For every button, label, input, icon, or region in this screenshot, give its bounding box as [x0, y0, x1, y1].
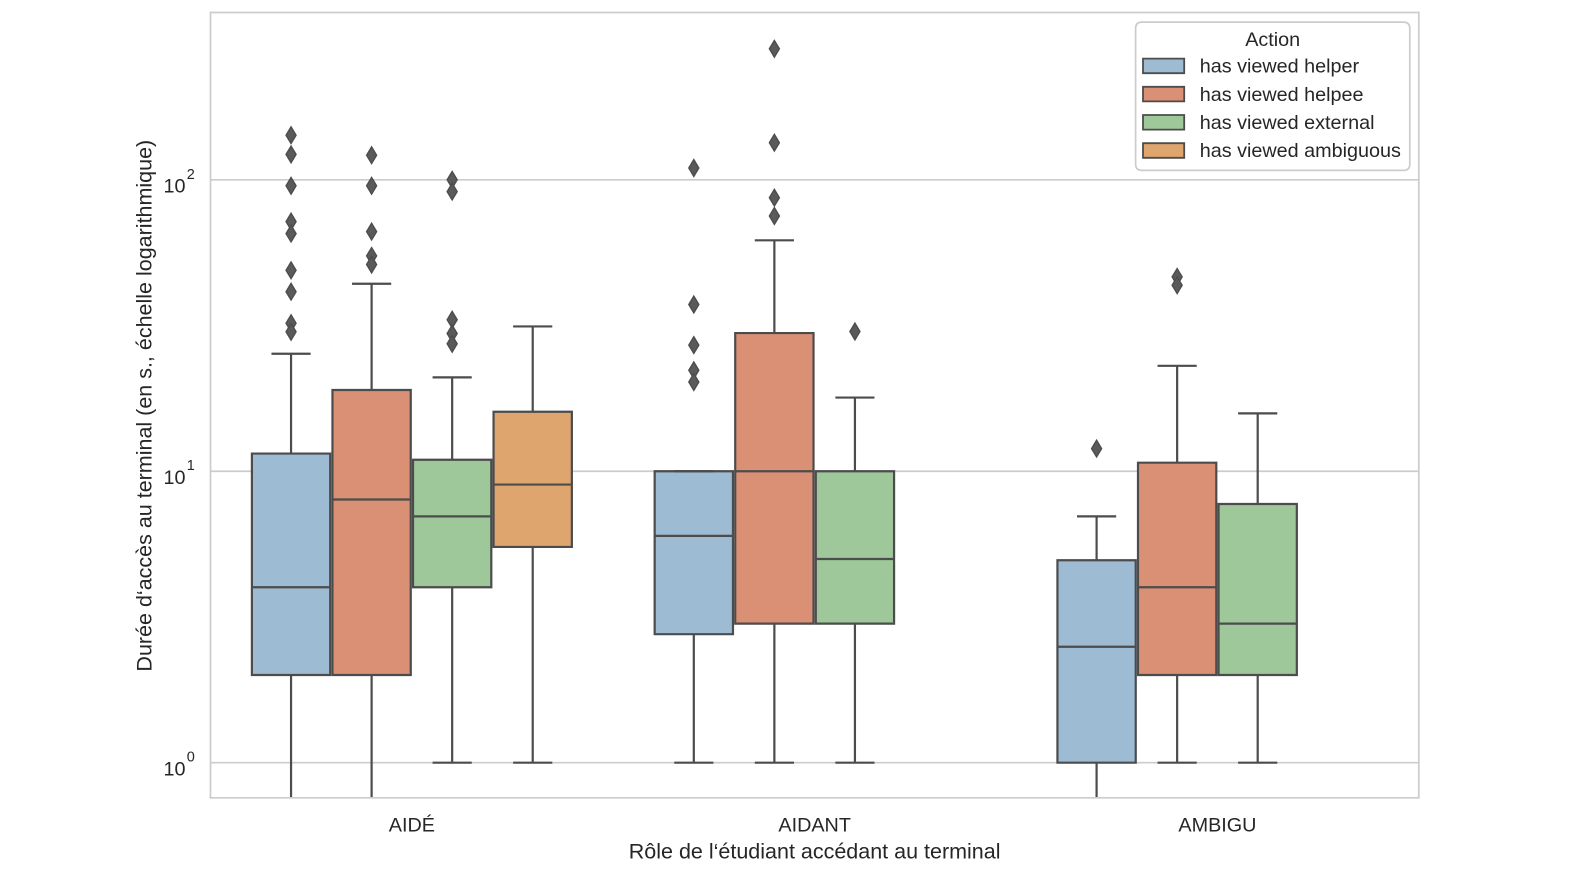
- svg-text:10: 10: [163, 467, 185, 489]
- svg-text:2: 2: [187, 167, 195, 183]
- svg-text:1: 1: [187, 458, 195, 474]
- svg-text:has viewed helpee: has viewed helpee: [1200, 84, 1364, 106]
- svg-text:10: 10: [163, 176, 185, 198]
- svg-text:has viewed helper: has viewed helper: [1200, 56, 1360, 78]
- svg-text:AIDÉ: AIDÉ: [389, 814, 435, 837]
- svg-text:10: 10: [163, 759, 185, 781]
- svg-text:has viewed external: has viewed external: [1200, 112, 1375, 134]
- svg-text:Durée d‘accès au terminal (en: Durée d‘accès au terminal (en s., échell…: [132, 140, 156, 672]
- svg-text:AMBIGU: AMBIGU: [1178, 815, 1256, 837]
- svg-text:Rôle de l‘étudiant accédant au: Rôle de l‘étudiant accédant au terminal: [629, 839, 1001, 863]
- svg-text:0: 0: [187, 750, 195, 766]
- svg-text:Action: Action: [1245, 29, 1300, 51]
- svg-text:AIDANT: AIDANT: [778, 815, 851, 837]
- svg-text:has viewed ambiguous: has viewed ambiguous: [1200, 140, 1401, 162]
